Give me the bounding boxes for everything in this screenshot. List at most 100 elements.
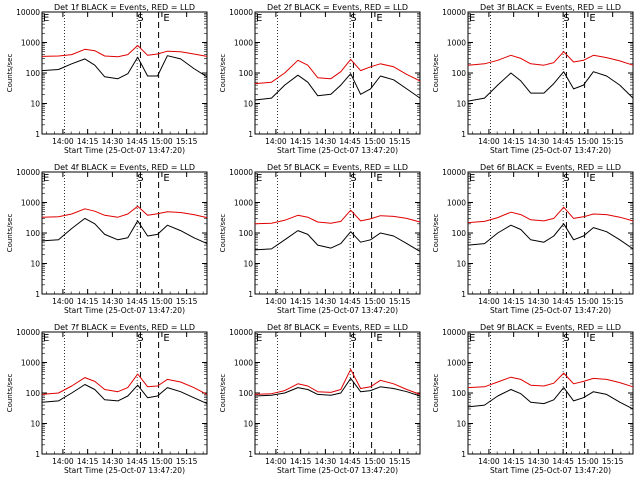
panel-3f: Det 3f BLACK = Events, RED = LLD 1 10 100 10…: [432, 3, 634, 155]
series-lld-line: [41, 45, 208, 58]
x-axis-label: Start Time (25-Oct-07 13:47:20): [490, 306, 611, 315]
x-tick-label: 15:15: [389, 297, 411, 306]
panel-6f: Det 6f BLACK = Events, RED = LLD 1 10 100 10…: [432, 163, 634, 315]
series-lld-line: [41, 205, 208, 219]
y-tick-label: 10: [30, 100, 40, 109]
x-tick-label: 14:15: [77, 137, 99, 146]
series-events-line: [467, 71, 634, 102]
x-tick-label: 14:30: [528, 137, 550, 146]
marker-e-right: E: [376, 333, 382, 344]
marker-e-left: E: [256, 333, 262, 344]
x-tick-label: 15:00: [577, 457, 599, 466]
plot-frame: [254, 11, 421, 135]
x-tick-label: 14:15: [77, 297, 99, 306]
plot-frame: [254, 331, 421, 455]
x-tick-label: 14:45: [126, 297, 148, 306]
x-tick-label: 15:15: [602, 137, 624, 146]
y-tick-label: 1000: [21, 199, 40, 208]
x-tick-label: 14:30: [102, 297, 124, 306]
marker-e-left: E: [256, 173, 262, 184]
series-events-line: [254, 73, 421, 101]
y-tick-label: 10000: [16, 168, 40, 177]
panel-title: Det 8f BLACK = Events, RED = LLD: [267, 323, 408, 332]
x-tick-label: 14:30: [315, 137, 337, 146]
panel-title: Det 3f BLACK = Events, RED = LLD: [480, 3, 621, 12]
y-tick-label: 100: [452, 229, 467, 238]
y-tick-label: 100: [239, 69, 254, 78]
x-tick-label: 14:00: [265, 297, 287, 306]
marker-s: S: [137, 333, 143, 344]
y-axis-label: Counts/sec: [219, 374, 227, 413]
panel-title: Det 4f BLACK = Events, RED = LLD: [54, 163, 195, 172]
x-tick-label: 14:15: [503, 137, 525, 146]
panel-title: Det 5f BLACK = Events, RED = LLD: [267, 163, 408, 172]
y-tick-label: 1000: [234, 39, 253, 48]
panel-1f: Det 1f BLACK = Events, RED = LLD 1 10 100 10…: [6, 3, 208, 155]
x-tick-label: 14:15: [290, 137, 312, 146]
y-axis-label: Counts/sec: [432, 54, 440, 93]
marker-s: S: [350, 173, 356, 184]
panel-9f: Det 9f BLACK = Events, RED = LLD 1 10 100 10…: [432, 323, 634, 475]
plot-frame: [467, 11, 634, 135]
y-tick-label: 10000: [16, 328, 40, 337]
x-tick-label: 14:15: [503, 297, 525, 306]
x-axis-label: Start Time (25-Oct-07 13:47:20): [490, 146, 611, 155]
y-axis-label: Counts/sec: [219, 214, 227, 253]
x-tick-label: 14:00: [478, 457, 500, 466]
x-tick-label: 14:45: [339, 297, 361, 306]
y-tick-label: 10: [456, 260, 466, 269]
series-events-line: [467, 223, 634, 250]
y-tick-label: 10: [30, 420, 40, 429]
y-axis-label: Counts/sec: [432, 214, 440, 253]
series-lld-line: [254, 58, 421, 85]
y-tick-label: 1: [248, 450, 253, 459]
plot-frame: [467, 331, 634, 455]
x-tick-label: 14:45: [552, 457, 574, 466]
marker-e-left: E: [43, 333, 49, 344]
series-events-line: [41, 217, 208, 245]
y-axis-label: Counts/sec: [6, 374, 14, 413]
marker-e-right: E: [589, 333, 595, 344]
x-axis-label: Start Time (25-Oct-07 13:47:20): [490, 466, 611, 475]
series-lld-line: [467, 372, 634, 389]
y-tick-label: 100: [239, 389, 254, 398]
y-tick-label: 1000: [447, 359, 466, 368]
marker-s: S: [350, 13, 356, 24]
marker-s: S: [137, 173, 143, 184]
plot-frame: [254, 171, 421, 295]
marker-e-left: E: [469, 333, 475, 344]
x-tick-label: 14:30: [528, 297, 550, 306]
x-tick-label: 14:00: [265, 137, 287, 146]
y-tick-label: 1000: [447, 39, 466, 48]
marker-s: S: [350, 333, 356, 344]
y-tick-label: 1: [461, 130, 466, 139]
y-tick-label: 1: [461, 450, 466, 459]
series-lld-line: [467, 206, 634, 224]
y-tick-label: 1000: [234, 359, 253, 368]
x-tick-label: 14:00: [52, 457, 74, 466]
panel-title: Det 9f BLACK = Events, RED = LLD: [480, 323, 621, 332]
x-axis-label: Start Time (25-Oct-07 13:47:20): [64, 466, 185, 475]
series-events-line: [254, 377, 421, 397]
marker-e-right: E: [589, 13, 595, 24]
panel-8f: Det 8f BLACK = Events, RED = LLD 1 10 100 10…: [219, 323, 421, 475]
y-tick-label: 10000: [16, 8, 40, 17]
x-tick-label: 14:45: [339, 137, 361, 146]
series-lld-line: [254, 368, 421, 395]
y-tick-label: 1000: [21, 39, 40, 48]
x-axis-label: Start Time (25-Oct-07 13:47:20): [277, 306, 398, 315]
x-tick-label: 15:15: [389, 457, 411, 466]
y-tick-label: 10000: [442, 328, 466, 337]
x-tick-label: 15:00: [364, 457, 386, 466]
y-axis-label: Counts/sec: [219, 54, 227, 93]
marker-e-right: E: [163, 173, 169, 184]
series-lld-line: [41, 373, 208, 395]
x-tick-label: 14:30: [102, 137, 124, 146]
x-tick-label: 14:45: [552, 137, 574, 146]
x-axis-label: Start Time (25-Oct-07 13:47:20): [277, 146, 398, 155]
x-axis-label: Start Time (25-Oct-07 13:47:20): [277, 466, 398, 475]
panel-title: Det 1f BLACK = Events, RED = LLD: [54, 3, 195, 12]
panel-4f: Det 4f BLACK = Events, RED = LLD 1 10 100 10…: [6, 163, 208, 315]
x-tick-label: 15:00: [151, 457, 173, 466]
